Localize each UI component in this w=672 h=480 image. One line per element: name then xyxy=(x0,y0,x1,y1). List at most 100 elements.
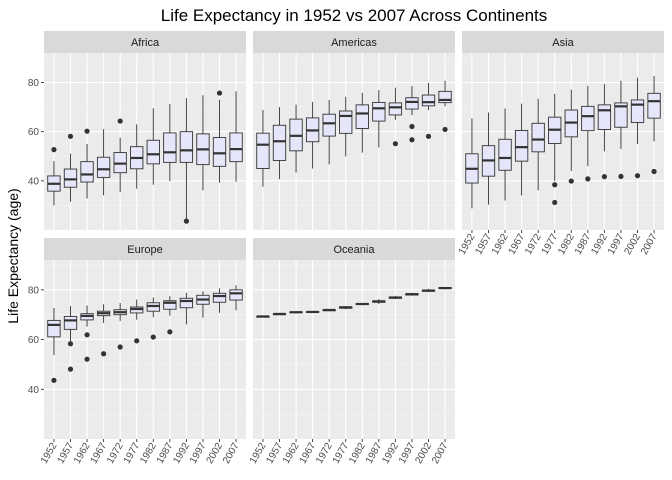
outlier-point xyxy=(117,344,123,350)
panel-oceania: Oceania195219571962196719721977198219871… xyxy=(248,238,455,466)
box-americas-1952 xyxy=(256,110,270,187)
box-africa-1957 xyxy=(63,133,78,202)
box-asia-1997 xyxy=(614,80,628,180)
outlier-point xyxy=(84,356,90,362)
box-africa-1952 xyxy=(47,147,61,206)
strip-label-oceania: Oceania xyxy=(334,244,376,256)
box-body xyxy=(96,156,111,178)
box-body xyxy=(647,92,661,119)
box-americas-1987 xyxy=(372,90,386,148)
panel-americas: Americas xyxy=(253,31,455,230)
box-africa-1972 xyxy=(113,118,127,193)
box-oceania-2007 xyxy=(438,286,452,290)
box-asia-1952 xyxy=(465,118,479,209)
box-asia-1992 xyxy=(597,83,612,180)
box-body xyxy=(498,138,512,171)
outlier-point xyxy=(392,141,398,147)
panel-africa: Africa 40 60 80 xyxy=(28,31,246,230)
box-europe-1962 xyxy=(80,305,94,362)
box-body xyxy=(212,292,227,303)
y-tick-label: 40 xyxy=(28,176,40,187)
box-body xyxy=(405,97,419,110)
box-europe-1967 xyxy=(96,304,111,357)
box-europe-1952 xyxy=(47,307,61,383)
box-africa-2002 xyxy=(212,90,227,183)
panel-background-oceania xyxy=(253,260,455,439)
box-body xyxy=(514,129,529,162)
box-body xyxy=(438,90,452,104)
box-asia-2002 xyxy=(630,77,645,179)
outlier-point xyxy=(84,332,90,338)
y-tick-label: 80 xyxy=(28,285,40,296)
panel-asia: Asia195219571962196719721977198219871992… xyxy=(457,31,664,257)
box-body xyxy=(531,122,545,153)
box-body xyxy=(63,168,78,188)
box-americas-2002 xyxy=(421,82,436,139)
outlier-point xyxy=(409,137,415,143)
box-body xyxy=(272,124,287,161)
strip-asia xyxy=(462,31,664,53)
strip-africa xyxy=(44,31,246,53)
panel-europe: Europe4060801952195719621967197219771982… xyxy=(28,238,246,466)
outlier-point xyxy=(618,173,624,180)
box-asia-1987 xyxy=(581,85,595,182)
facet-panels: Africa 40 60 80 Americas Asia1952195719621967… xyxy=(28,31,664,466)
box-africa-1977 xyxy=(130,124,144,189)
box-americas-1972 xyxy=(322,99,336,165)
box-body xyxy=(339,110,353,134)
box-body xyxy=(163,132,177,163)
box-asia-1967 xyxy=(514,103,529,196)
y-axis-title: Life Expectancy (age) xyxy=(5,188,21,323)
outlier-point xyxy=(67,341,74,347)
outlier-point xyxy=(167,329,173,335)
box-europe-1997 xyxy=(196,291,210,318)
box-europe-2002 xyxy=(212,288,227,313)
box-body xyxy=(581,105,595,132)
box-africa-1987 xyxy=(163,103,177,182)
strip-label-asia: Asia xyxy=(552,37,574,49)
y-tick-label: 60 xyxy=(28,127,40,138)
y-tick-label: 40 xyxy=(28,385,40,396)
box-oceania-1967 xyxy=(305,310,320,314)
box-body xyxy=(388,102,403,116)
outlier-point xyxy=(442,126,448,133)
box-americas-1997 xyxy=(405,85,419,143)
box-africa-1997 xyxy=(196,95,210,191)
box-oceania-1987 xyxy=(372,299,386,305)
box-oceania-1962 xyxy=(289,311,303,314)
box-oceania-2002 xyxy=(421,288,436,293)
box-body xyxy=(179,297,194,309)
outlier-point xyxy=(601,174,607,180)
box-africa-1992 xyxy=(179,98,194,224)
box-asia-1957 xyxy=(481,112,496,205)
outlier-point xyxy=(651,168,657,175)
box-body xyxy=(80,161,94,183)
box-body xyxy=(355,104,369,129)
x-tick-label: 2007 xyxy=(639,232,660,257)
x-tick-label: 2007 xyxy=(430,441,451,466)
box-body xyxy=(229,132,243,163)
box-europe-1987 xyxy=(163,296,177,335)
box-europe-1992 xyxy=(179,292,194,325)
box-oceania-1957 xyxy=(272,312,287,316)
box-americas-2007 xyxy=(438,80,452,133)
strip-label-americas: Americas xyxy=(331,37,377,49)
outlier-point xyxy=(134,338,140,344)
box-americas-1982 xyxy=(355,92,369,153)
box-europe-1982 xyxy=(146,297,160,340)
outlier-point xyxy=(216,90,223,96)
box-body xyxy=(630,99,645,124)
box-body xyxy=(47,319,61,338)
box-africa-1962 xyxy=(80,128,94,199)
outlier-point xyxy=(51,377,57,383)
box-oceania-1977 xyxy=(339,305,353,310)
box-body xyxy=(63,315,78,330)
strip-europe xyxy=(44,238,246,260)
box-body xyxy=(229,289,243,301)
outlier-point xyxy=(67,366,74,372)
y-tick-label: 80 xyxy=(28,78,40,89)
box-body xyxy=(597,104,612,130)
panel-background-europe xyxy=(44,260,246,439)
box-africa-1982 xyxy=(146,108,160,185)
